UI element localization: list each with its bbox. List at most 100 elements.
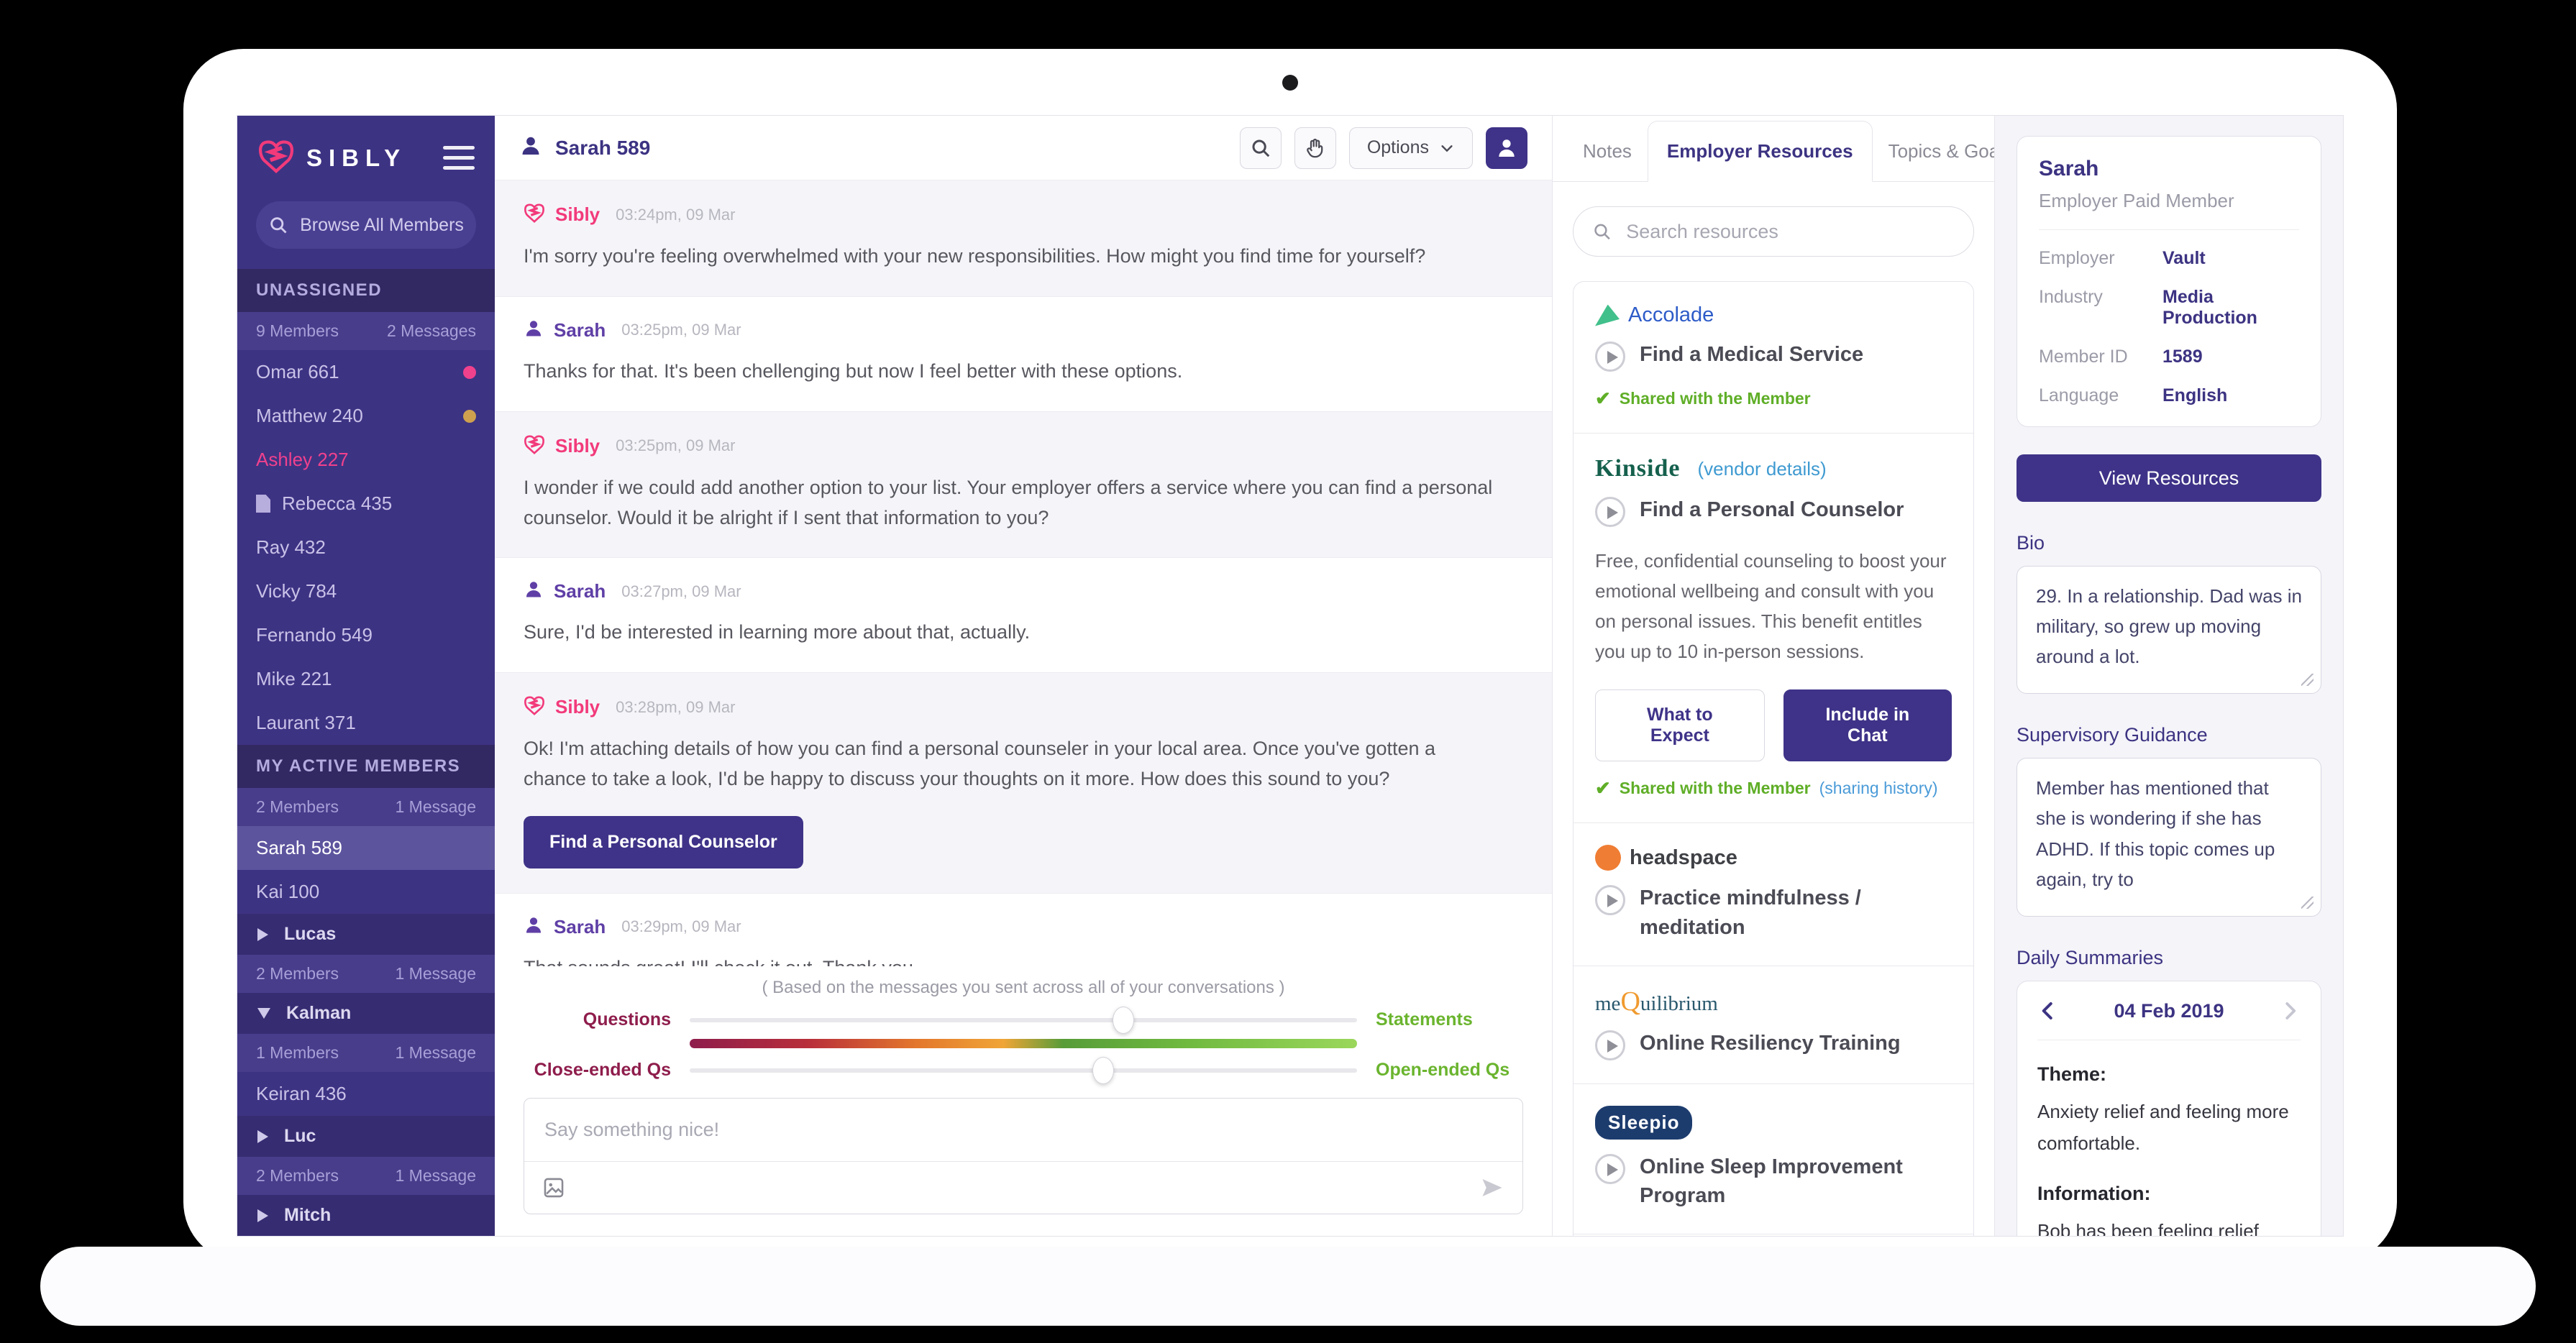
play-icon[interactable] [1595,497,1625,527]
sidebar-group-mitch[interactable]: Mitch [237,1195,495,1236]
hand-icon [1306,138,1323,157]
member-field-industry: Industry Media Production [2039,287,2257,328]
sender-name: Sibly [555,696,600,718]
view-resources-button[interactable]: View Resources [2017,454,2321,502]
search-icon [1252,139,1270,157]
chat-title: Sarah 589 [555,136,651,159]
sidebar-item-ashley-227[interactable]: Ashley 227 [256,449,349,470]
member-profile-button[interactable] [1486,127,1527,169]
send-message-button[interactable] [1479,1175,1505,1201]
scale-right-label: Statements [1376,1009,1473,1030]
sibly-avatar-icon [524,202,545,227]
sidebar-group-kalman[interactable]: Kalman [237,993,495,1034]
sharing-history-link[interactable]: (sharing history) [1819,779,1938,798]
play-icon[interactable] [1595,885,1625,916]
chevron-left-icon [2042,1002,2052,1020]
tab-notes[interactable]: Notes [1583,140,1632,162]
headspace-logo-icon [1595,845,1621,871]
sidebar-group-luc[interactable]: Luc [237,1116,495,1157]
member-field-language: Language English [2039,385,2228,405]
mequilibrium-logo: meQuilibrium [1595,986,1718,1017]
hamburger-menu-icon[interactable] [443,139,475,176]
vendor-name: Accolade [1628,303,1714,326]
play-icon[interactable] [1595,1153,1625,1184]
chat-panel: Sarah 589 Options [495,116,1552,1236]
timestamp: 03:29pm, 09 Mar [621,917,741,936]
shared-status: Shared with the Member [1619,389,1811,408]
group-stats: 1 Members 1 Message [237,1034,495,1072]
options-dropdown[interactable]: Options [1348,127,1473,169]
conversation-metrics: ( Based on the messages you sent across … [495,966,1552,1084]
sidebar-group-lucas[interactable]: Lucas [237,914,495,955]
search-chat-button[interactable] [1239,127,1282,169]
resource-title[interactable]: Find a Medical Service [1640,343,1864,366]
previous-day-button[interactable] [2037,1000,2059,1022]
sidebar-item-mike-221[interactable]: Mike 221 [256,668,332,689]
sidebar-item-keiran-436[interactable]: Keiran 436 [256,1083,347,1104]
play-icon[interactable] [1595,342,1625,372]
resources-search[interactable] [1573,206,1974,257]
sidebar-item-laurant-371[interactable]: Laurant 371 [256,712,356,733]
browse-all-members-button[interactable]: Browse All Members [256,201,476,249]
questions-statements-slider[interactable] [690,1006,1357,1034]
sender-name: Sibly [555,434,600,457]
sibly-logo-icon [257,137,295,178]
unread-dot-pink [463,365,476,379]
resource-title[interactable]: Online Sleep Improvement Program [1640,1155,1903,1208]
play-icon[interactable] [1595,1030,1625,1060]
sidebar-item-rebecca-435[interactable]: Rebecca 435 [237,482,495,526]
sidebar-item-sarah-589[interactable]: Sarah 589 [237,826,495,870]
sidebar-item-ray-432[interactable]: Ray 432 [256,536,326,558]
vendor-details-link[interactable]: (vendor details) [1697,457,1827,480]
sender-name: Sibly [555,203,600,225]
resource-title[interactable]: Find a Personal Counselor [1640,498,1904,521]
raise-hand-button[interactable] [1294,127,1336,169]
sidebar-item-omar-661[interactable]: Omar 661 [237,350,495,394]
resource-accolade: Accolade Find a Medical Service ✔ Shared… [1574,282,1973,434]
kinside-logo: Kinside [1595,455,1681,482]
information-label: Information: [2037,1183,2151,1205]
tab-employer-resources[interactable]: Employer Resources [1647,121,1873,182]
chat-header: Sarah 589 Options [495,116,1552,180]
group-stats: 2 Members 1 Message [237,788,495,826]
closed-open-questions-slider[interactable] [690,1056,1357,1084]
sender-name: Sarah [554,318,606,341]
message-input[interactable]: Say something nice! [524,1099,1522,1162]
sidebar-item-fernando-549[interactable]: Fernando 549 [256,624,373,646]
section-header-unassigned: UNASSIGNED [237,269,495,312]
message-sarah: Sarah 03:29pm, 09 Mar That sounds great!… [495,893,1552,966]
resources-tabs: Notes Employer Resources Topics & Goals [1553,116,1994,182]
message-text: Ok! I'm attaching details of how you can… [524,738,1436,790]
what-to-expect-button[interactable]: What to Expect [1595,689,1765,762]
resource-sleepio: Sleepio Online Sleep Improvement Program [1574,1084,1973,1234]
message-sibly: Sibly 03:24pm, 09 Mar I'm sorry you're f… [495,180,1552,297]
slider-thumb[interactable] [1113,1006,1135,1034]
laptop-frame: SIBLY Browse All Members UNASSIGNED 9 Me… [183,49,2397,1262]
resources-search-input[interactable] [1625,219,1955,244]
resource-card-list: Accolade Find a Medical Service ✔ Shared… [1573,281,1974,1236]
group-stats: 2 Members 1 Message [237,955,495,993]
member-info-panel: Sarah Employer Paid Member Employer Vault… [1994,116,2343,1236]
search-icon [270,217,287,234]
supervisory-guidance-textarea[interactable]: Member has mentioned that she is wonderi… [2017,758,2321,917]
sidebar: SIBLY Browse All Members UNASSIGNED 9 Me… [237,116,495,1236]
message-text: I wonder if we could add another option … [524,476,1493,528]
slider-thumb[interactable] [1092,1056,1115,1084]
include-in-chat-button[interactable]: Include in Chat [1783,689,1952,762]
message-list[interactable]: Sibly 03:24pm, 09 Mar I'm sorry you're f… [495,180,1552,966]
sidebar-item-kai-100[interactable]: Kai 100 [256,881,320,902]
find-personal-counselor-attachment-button[interactable]: Find a Personal Counselor [524,815,803,868]
attach-image-button[interactable] [542,1175,566,1200]
daily-summary-card: 04 Feb 2019 Theme: Anxiety relief and fe… [2017,980,2321,1236]
next-day-button[interactable] [2279,1000,2301,1022]
member-name: Sarah [2039,157,2099,180]
check-icon: ✔ [1595,777,1611,799]
resource-title[interactable]: Online Resiliency Training [1640,1031,1901,1055]
sidebar-item-matthew-240[interactable]: Matthew 240 [237,394,495,438]
sidebar-item-vicky-784[interactable]: Vicky 784 [256,580,337,602]
tab-topics-goals[interactable]: Topics & Goals [1888,140,1994,162]
resource-title[interactable]: Practice mindfulness / meditation [1640,886,1861,940]
member-avatar-icon [519,134,542,161]
note-file-icon [256,495,270,513]
bio-textarea[interactable]: 29. In a relationship. Dad was in milita… [2017,566,2321,695]
